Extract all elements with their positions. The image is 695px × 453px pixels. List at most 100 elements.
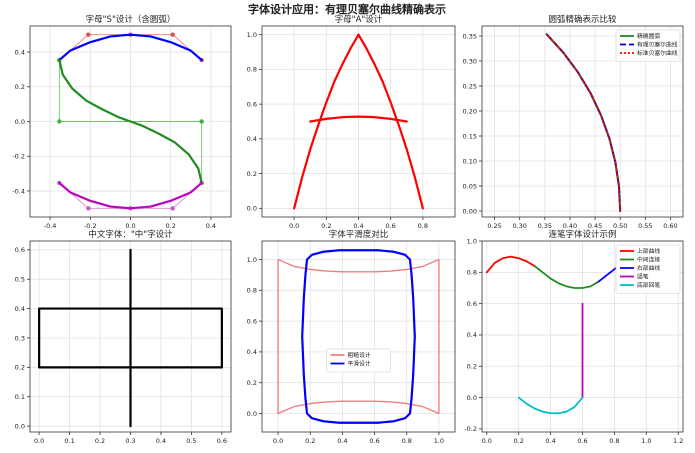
y-tick-label: 0.6	[467, 300, 477, 308]
series-line	[58, 181, 203, 210]
x-tick-label: 0.6	[217, 437, 227, 445]
y-tick-label: 0.8	[467, 269, 477, 277]
y-tick-label: 0.6	[247, 317, 257, 325]
x-tick-label: 0.45	[588, 222, 602, 230]
y-tick-label: 0.05	[463, 182, 477, 190]
x-tick-label: 0.4	[353, 222, 363, 230]
panel-title: 连笔字体设计示例	[548, 229, 616, 240]
x-tick-label: 1.0	[434, 437, 444, 445]
panel-zhong: 中文字体："中"字设计 0.0 0.1 0.2 0.3 0.4 0.5 0.6 0.0 0.1 0.…	[15, 229, 232, 445]
x-tick-label: 0.25	[487, 222, 501, 230]
x-tick-label: 0.5	[186, 437, 196, 445]
y-tick-label: 0.2	[247, 170, 257, 178]
series-line	[38, 307, 223, 369]
y-tick-label: 0.0	[467, 394, 477, 402]
y-tick-label: 0.4	[467, 331, 477, 339]
control-point	[57, 119, 62, 124]
panel-s: 字母"S"设计（含圆弧） -0.4 -0.2 0.0 0.2 0.4 -0.4 -0.2 0.0…	[12, 14, 232, 230]
series-line	[545, 33, 621, 212]
x-tick-label: 0.0	[482, 437, 492, 445]
x-tick-label: 0.0	[34, 437, 44, 445]
y-tick-label: -0.4	[12, 187, 25, 195]
legend-box	[615, 244, 681, 294]
x-tick-label: 0.1	[64, 437, 74, 445]
x-tick-label: 0.2	[514, 437, 524, 445]
panel-a: 字母"A"设计 0.0 0.2 0.4 0.6 0.8 0.0 0.2 0.4 0.6 0.8 1.0	[247, 14, 456, 230]
x-tick-label: 0.30	[512, 222, 526, 230]
control-point	[86, 32, 91, 37]
y-tick-label: 0.2	[15, 83, 25, 91]
y-tick-label: 0.0	[247, 205, 257, 213]
x-tick-label: 0.0	[125, 222, 135, 230]
x-tick-label: -0.4	[44, 222, 57, 230]
x-tick-label: 0.6	[577, 437, 587, 445]
legend-label: 标准贝塞尔曲线	[637, 49, 678, 57]
x-tick-label: 0.8	[402, 437, 412, 445]
y-tick-label: 0.4	[15, 48, 25, 56]
y-tick-label: 0.10	[463, 157, 477, 165]
y-tick-label: 0.25	[463, 82, 477, 90]
x-tick-label: 0.55	[638, 222, 652, 230]
y-tick-label: 1.0	[247, 31, 257, 39]
x-tick-label: 0.2	[321, 222, 331, 230]
legend-label: 平滑设计	[348, 360, 371, 368]
legend-label: 有理贝塞尔曲线	[637, 41, 678, 49]
y-tick-label: 0.35	[463, 32, 477, 40]
series-line	[277, 258, 440, 415]
y-tick-label: 0.15	[463, 132, 477, 140]
x-tick-label: 0.8	[609, 437, 619, 445]
x-tick-label: 0.4	[156, 437, 166, 445]
y-tick-label: 1.0	[467, 237, 477, 245]
y-tick-label: 0.5	[15, 276, 25, 284]
plot-frame	[261, 240, 456, 433]
x-tick-label: 0.0	[289, 222, 299, 230]
series-line	[357, 33, 424, 210]
x-tick-label: 0.6	[385, 222, 395, 230]
y-tick-label: 0.6	[247, 100, 257, 108]
y-tick-label: 0.4	[15, 305, 25, 313]
y-tick-label: 0.1	[15, 393, 25, 401]
panel-smooth: 字体平滑度对比 0.0 0.2 0.4 0.6 0.8 1.0 0.0 0.2 0.4 0.6 0.8…	[247, 229, 456, 445]
y-tick-label: 0.00	[463, 207, 477, 215]
series-line	[533, 265, 600, 289]
x-tick-label: -0.2	[84, 222, 97, 230]
y-tick-label: 0.8	[247, 66, 257, 74]
control-point	[170, 32, 175, 37]
y-tick-label: 0.0	[247, 410, 257, 418]
legend-label: 中间连接	[637, 256, 660, 264]
x-tick-label: 0.2	[95, 437, 105, 445]
series-line	[293, 33, 360, 210]
x-tick-label: 1.2	[673, 437, 683, 445]
panel-title: 字体平滑度对比	[329, 229, 389, 240]
series-line	[485, 255, 536, 274]
x-tick-label: 0.3	[125, 437, 135, 445]
panel-title: 字母"S"设计（含圆弧）	[86, 14, 176, 25]
x-tick-label: 0.4	[206, 222, 216, 230]
plot-frame	[481, 25, 684, 218]
y-tick-label: 0.2	[15, 364, 25, 372]
series-line	[309, 115, 408, 123]
series-line	[58, 33, 203, 62]
control-point	[199, 119, 204, 124]
series-line	[301, 249, 416, 424]
y-tick-label: 0.4	[247, 135, 257, 143]
legend-label: 上部曲线	[637, 247, 660, 255]
control-point	[86, 206, 91, 211]
y-tick-label: 0.0	[15, 118, 25, 126]
legend-label: 精确圆弧	[637, 32, 660, 40]
x-tick-label: 0.40	[563, 222, 577, 230]
y-tick-label: 0.2	[247, 379, 257, 387]
y-tick-label: 0.8	[247, 287, 257, 295]
x-tick-label: 1.0	[641, 437, 651, 445]
legend-label: 底部回笔	[637, 281, 660, 289]
x-tick-label: 0.6	[369, 437, 379, 445]
legend-label: 竖笔	[637, 273, 649, 281]
y-tick-label: 0.30	[463, 57, 477, 65]
y-tick-label: -0.2	[464, 425, 477, 433]
panel-title: 字母"A"设计	[335, 14, 383, 25]
x-tick-label: 0.4	[545, 437, 555, 445]
x-tick-label: 0.8	[418, 222, 428, 230]
x-tick-label: 0.4	[337, 437, 347, 445]
panel-cursive: 连笔字体设计示例 0.0 0.2 0.4 0.6 0.8 1.0 1.2 -0.2 0.0 0.2 0…	[464, 229, 684, 445]
